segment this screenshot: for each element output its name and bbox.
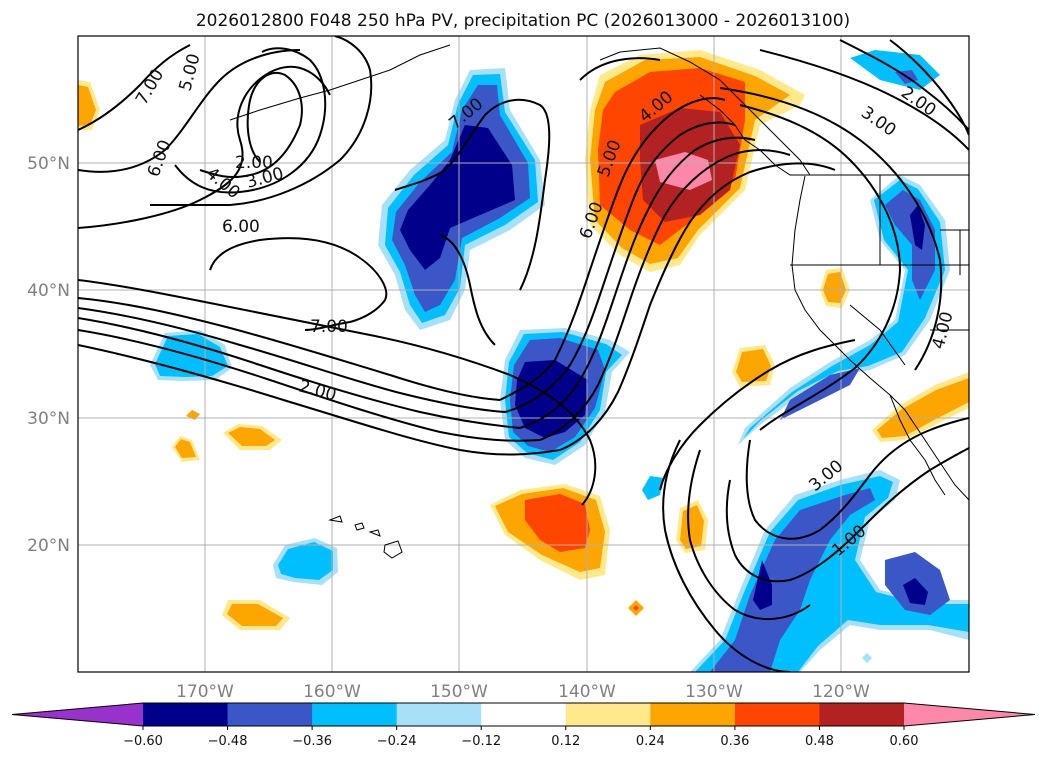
- precipitation-fill-layer: [78, 50, 969, 672]
- colorbar-tick-label: 0.48: [805, 734, 834, 749]
- precip-warm-mid2: [680, 505, 704, 549]
- colorbar-segment: [734, 703, 820, 726]
- lon-label-140w: 140°W: [558, 682, 616, 702]
- gridlines: [78, 36, 969, 672]
- precip-cool-south-3: [753, 560, 772, 610]
- colorbar-tick-label: 0.24: [636, 734, 665, 749]
- lon-label-130w: 130°W: [685, 682, 743, 702]
- colorbar-tick-label: −0.12: [461, 734, 501, 749]
- colorbar-segment: [312, 703, 398, 726]
- lat-label-40n: 40°N: [27, 281, 70, 301]
- colorbar-tick-label: 0.60: [890, 734, 919, 749]
- colorbar-tick-label: 0.36: [720, 734, 749, 749]
- longitude-labels: 170°W 160°W 150°W 140°W 130°W 120°W: [176, 682, 870, 702]
- latitude-labels: 50°N 40°N 30°N 20°N: [27, 154, 70, 556]
- baja: [889, 394, 946, 496]
- colorbar-tick-label: 0.12: [551, 734, 580, 749]
- precip-cool-goa-3: [400, 125, 515, 270]
- colorbar-tick-label: −0.36: [292, 734, 332, 749]
- precip-warm-nepacific-4: [655, 152, 712, 190]
- lat-label-50n: 50°N: [27, 154, 70, 174]
- precip-cool-south-5: [903, 578, 928, 605]
- colorbar-segment: [565, 703, 651, 726]
- state-borders: [790, 175, 969, 366]
- colorbar-segment: [396, 703, 482, 726]
- us-westcoast: [791, 175, 969, 501]
- precip-warm-tiny-core: [633, 605, 639, 611]
- precip-cool-wcoast-2: [885, 190, 935, 300]
- precip-warm-south-2: [525, 494, 590, 552]
- precip-cool-tiny: [862, 653, 872, 663]
- colorbar-tick-label: −0.60: [123, 734, 163, 749]
- pv-contours: [78, 36, 969, 672]
- precip-cool-hawaii: [278, 542, 333, 580]
- bc-coast: [699, 94, 805, 176]
- colorbar: −0.60 −0.48 −0.36 −0.24 −0.12 0.12 0.24 0.36 0.4…: [11, 702, 1036, 749]
- map-frame: [77, 35, 970, 673]
- lon-label-150w: 150°W: [430, 682, 488, 702]
- lon-label-170w: 170°W: [176, 682, 234, 702]
- precip-cool-wcoast-4: [780, 368, 860, 420]
- precip-cool-wcoast-1: [744, 180, 945, 438]
- figure-title: 2026012800 F048 250 hPa PV, precipitatio…: [196, 11, 850, 31]
- precip-cool-wcoast-3: [910, 205, 925, 250]
- pv-label-6-00-b: 6.00: [222, 217, 260, 237]
- colorbar-tick-label: −0.48: [208, 734, 248, 749]
- precip-warm-w2: [227, 604, 283, 626]
- colorbar-extend-left: [12, 703, 143, 726]
- colorbar-segment: [481, 703, 567, 726]
- colorbar-extend-right: [904, 703, 1035, 726]
- pv-label-7-00-b: 7.00: [310, 317, 348, 337]
- texas-mexico: [940, 229, 969, 275]
- colorbar-segment: [143, 703, 229, 726]
- precip-warm-edge: [78, 85, 96, 126]
- colorbar-segment: [227, 703, 313, 726]
- precip-warm-w3: [175, 439, 196, 458]
- colorbar-segment: [650, 703, 736, 726]
- hawaii-islands: [328, 515, 403, 559]
- lat-label-30n: 30°N: [27, 409, 70, 429]
- precip-cool-small-a: [642, 476, 664, 500]
- precip-warm-socal: [877, 378, 969, 438]
- lat-label-20n: 20°N: [27, 536, 70, 556]
- precip-warm-w1: [228, 427, 275, 446]
- colorbar-segment: [819, 703, 905, 726]
- precip-warm-oregon: [823, 272, 846, 303]
- lon-label-120w: 120°W: [812, 682, 870, 702]
- colorbar-tick-label: −0.24: [377, 734, 417, 749]
- pv-label-2-00-a: 2.00: [235, 153, 273, 173]
- lon-label-160w: 160°W: [303, 682, 361, 702]
